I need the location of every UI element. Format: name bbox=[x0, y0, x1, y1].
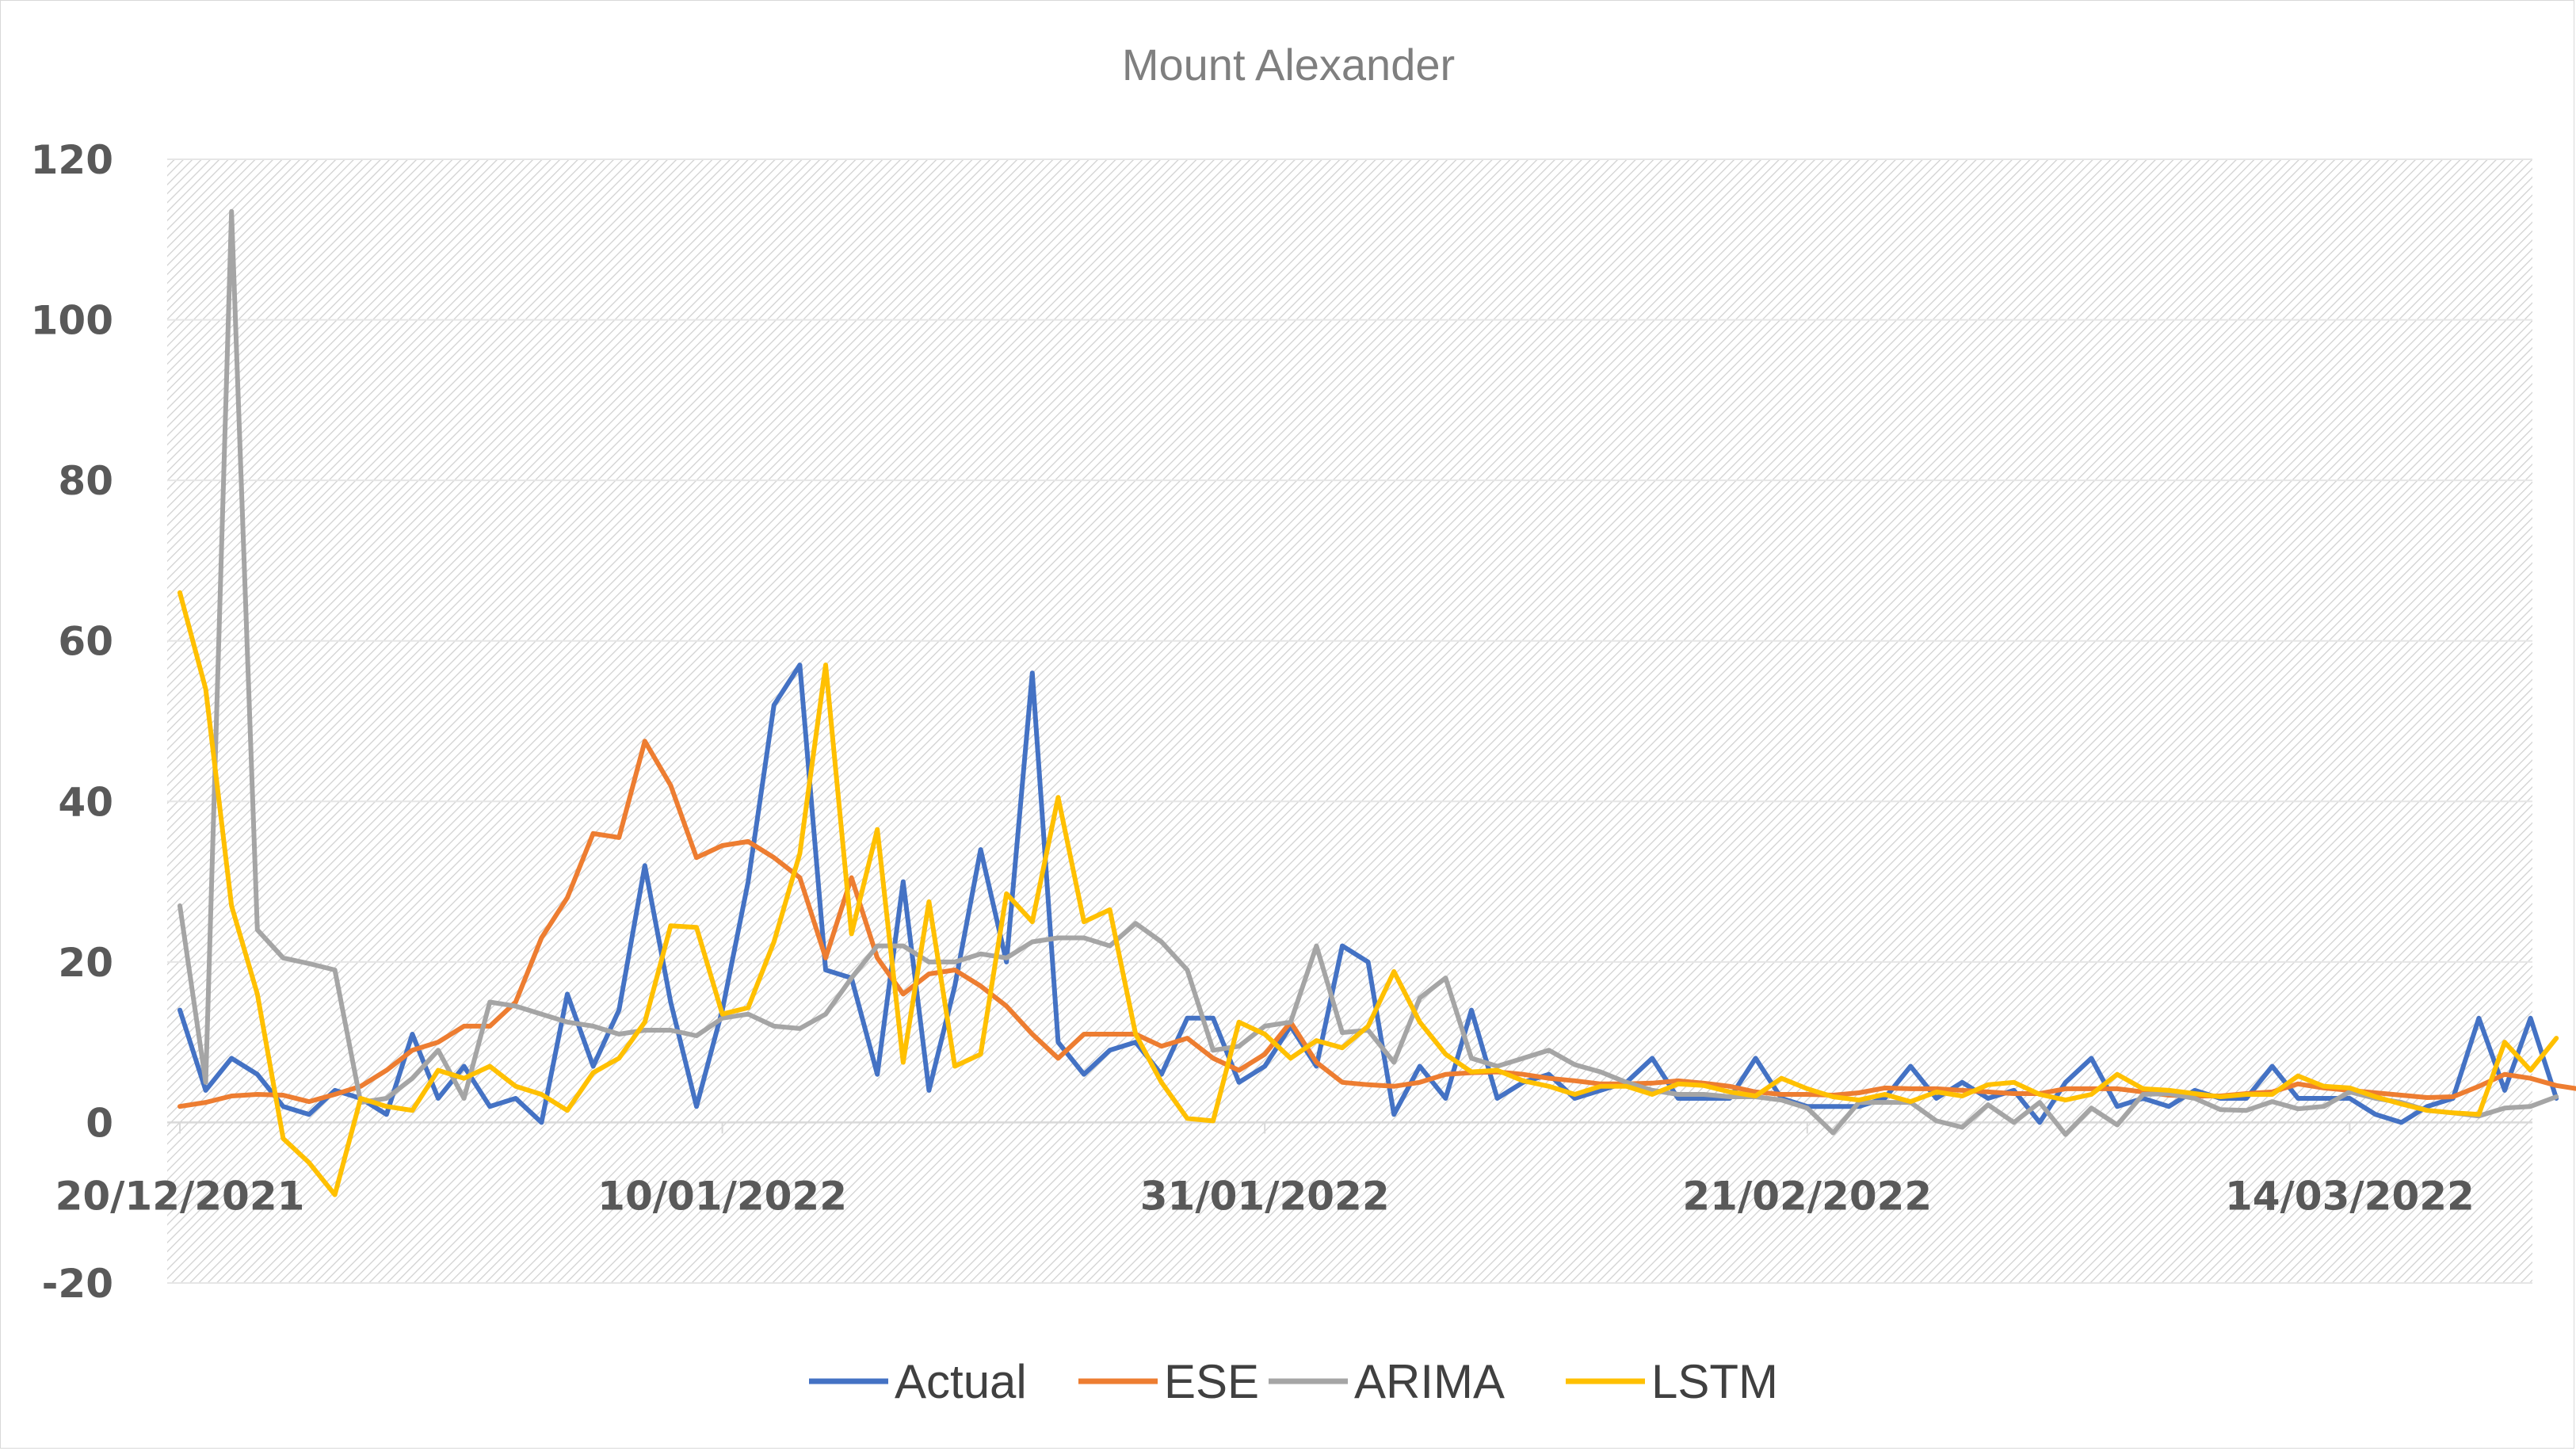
legend-label-ese: ESE bbox=[1164, 1355, 1259, 1408]
x-tick-label: 20/12/2021 bbox=[55, 1173, 305, 1219]
gridlines bbox=[167, 158, 2532, 1284]
series-line-actual bbox=[177, 662, 2559, 1125]
chart-title: Mount Alexander bbox=[1122, 40, 1455, 90]
x-tick-label: 10/01/2022 bbox=[597, 1173, 847, 1219]
x-tick-label: 31/01/2022 bbox=[1140, 1173, 1390, 1219]
y-tick-label: 0 bbox=[86, 1100, 113, 1146]
legend-label-arima: ARIMA bbox=[1354, 1355, 1505, 1408]
y-tick-label: -20 bbox=[42, 1261, 113, 1307]
x-tick-label: 14/03/2022 bbox=[2225, 1173, 2475, 1219]
legend-label-lstm: LSTM bbox=[1651, 1355, 1778, 1408]
y-tick-label: 100 bbox=[31, 298, 113, 344]
axes: -20 0 20 40 60 80 100 120 20/12/2021 10/01/2022 31… bbox=[31, 137, 2475, 1307]
legend-label-actual: Actual bbox=[895, 1355, 1027, 1408]
y-tick-label: 20 bbox=[58, 940, 113, 986]
series-lines bbox=[177, 208, 2576, 1197]
series-line-lstm bbox=[177, 590, 2559, 1197]
x-tick-label: 21/02/2022 bbox=[1682, 1173, 1932, 1219]
plot-area bbox=[167, 159, 2532, 1283]
y-tick-label: 60 bbox=[58, 619, 113, 665]
series-line-arima bbox=[177, 208, 2559, 1137]
legend: Actual ESE ARIMA LSTM bbox=[809, 1355, 1778, 1408]
y-tick-label: 80 bbox=[58, 458, 113, 504]
y-tick-label: 40 bbox=[58, 779, 113, 825]
y-tick-label: 120 bbox=[31, 137, 113, 183]
